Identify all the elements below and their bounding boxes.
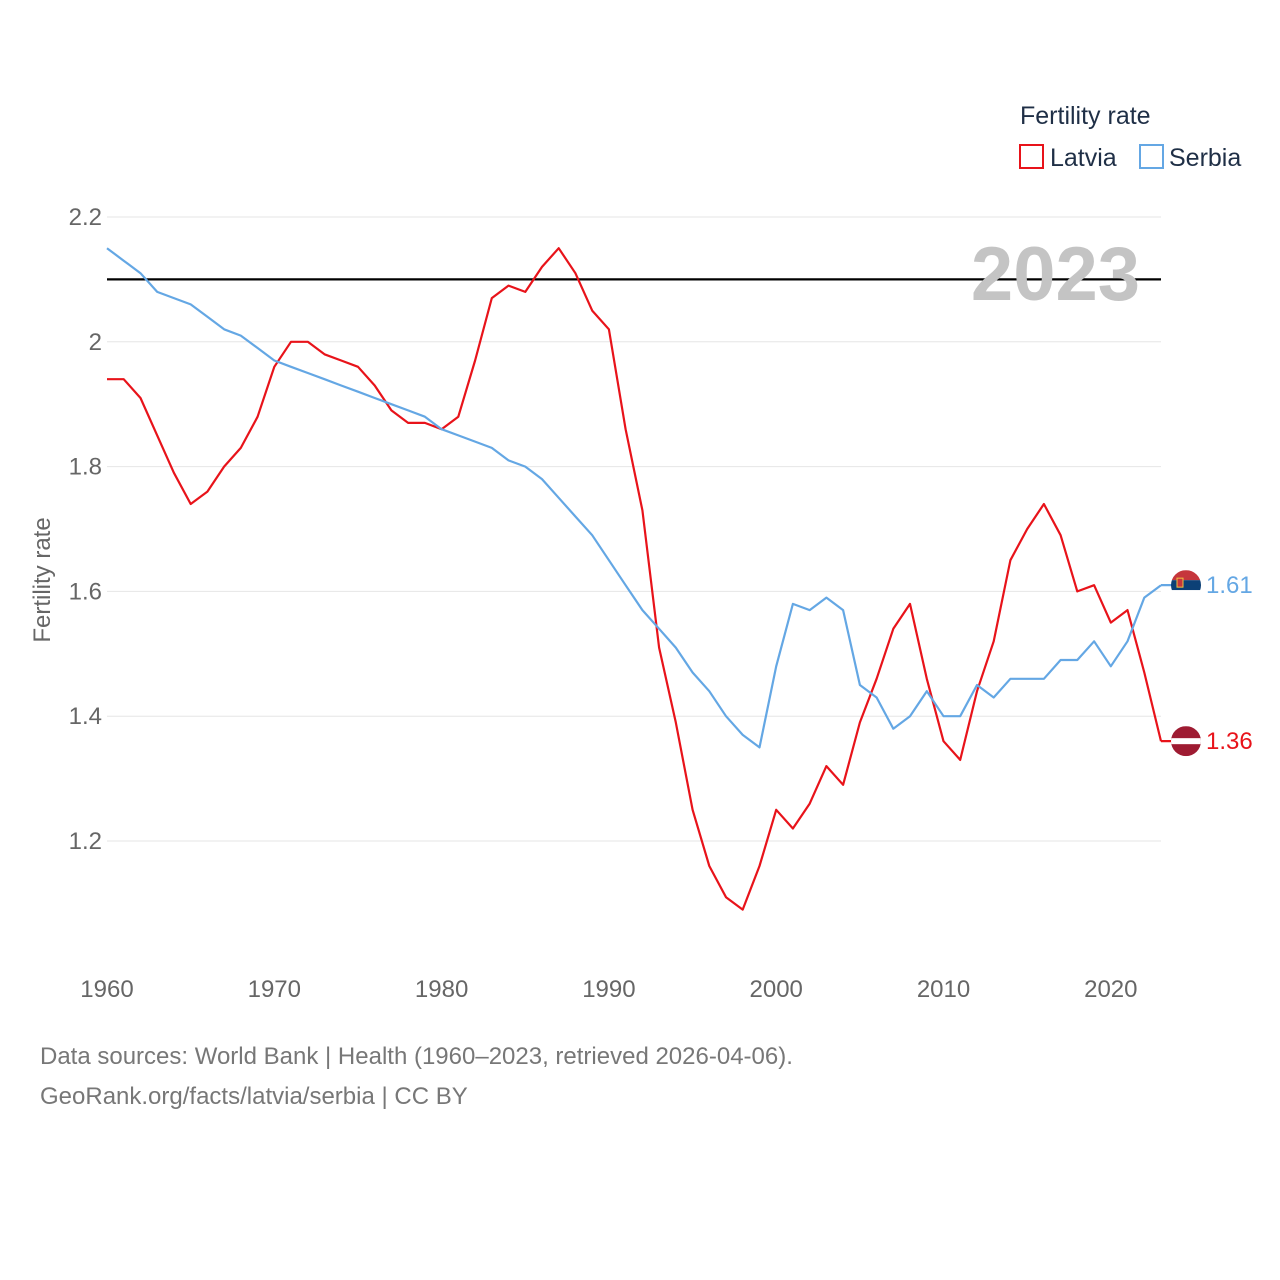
year-label: 2023 — [971, 232, 1140, 317]
end-label-latvia: 1.36 — [1206, 728, 1253, 755]
end-label-serbia: 1.61 — [1206, 572, 1253, 599]
serbia-flag-icon — [1171, 570, 1201, 601]
x-tick-label: 1960 — [80, 976, 133, 1003]
legend-label-serbia: Serbia — [1169, 144, 1241, 172]
legend-swatch-serbia — [1139, 144, 1164, 169]
latvia-flag-icon — [1171, 726, 1201, 757]
grid-lines — [107, 216, 1161, 842]
x-tick-label: 2010 — [917, 976, 970, 1003]
y-tick-label: 2.2 — [69, 204, 102, 231]
series-end-markers: 1.36 1.61 — [1161, 570, 1253, 757]
legend-item-serbia[interactable]: Serbia — [1139, 144, 1241, 172]
legend-item-latvia[interactable]: Latvia — [1019, 144, 1117, 172]
y-tick-label: 1.2 — [69, 828, 102, 855]
legend: Fertility rate Latvia Serbia — [1019, 102, 1241, 172]
series-line-latvia[interactable] — [107, 247, 1163, 911]
x-tick-label: 1970 — [248, 976, 301, 1003]
footer-sources: Data sources: World Bank | Health (1960–… — [40, 1043, 793, 1070]
y-tick-label: 1.8 — [69, 454, 102, 481]
x-tick-label: 1990 — [582, 976, 635, 1003]
x-tick-label: 2000 — [750, 976, 803, 1003]
x-axis-ticks: 1960 1970 1980 1990 2000 2010 2020 — [80, 976, 1137, 1003]
y-tick-label: 2 — [89, 329, 102, 356]
series-line-serbia[interactable] — [106, 247, 1162, 749]
footer-attribution[interactable]: GeoRank.org/facts/latvia/serbia | CC BY — [40, 1083, 468, 1110]
x-tick-label: 2020 — [1084, 976, 1137, 1003]
y-tick-label: 1.4 — [69, 703, 102, 730]
series-lines — [106, 247, 1163, 911]
x-tick-label: 1980 — [415, 976, 468, 1003]
y-axis-title: Fertility rate — [29, 517, 56, 642]
y-tick-label: 1.6 — [69, 578, 102, 605]
legend-swatch-latvia — [1019, 144, 1044, 169]
legend-title: Fertility rate — [1020, 102, 1151, 130]
legend-label-latvia: Latvia — [1050, 144, 1117, 172]
y-axis-ticks: 1.2 1.4 1.6 1.8 2 2.2 — [69, 204, 102, 855]
